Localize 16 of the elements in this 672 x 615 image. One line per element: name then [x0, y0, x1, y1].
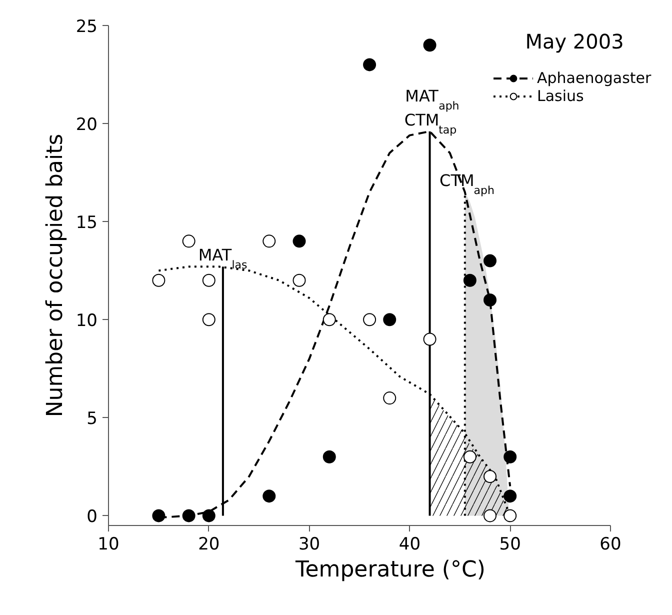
legend-label: Aphaenogaster — [537, 69, 652, 87]
y-tick-label: 15 — [76, 213, 98, 234]
y-axis-title: Number of occupied baits — [42, 134, 68, 418]
y-tick-label: 0 — [86, 507, 98, 528]
chart-title: May 2003 — [525, 30, 624, 54]
y-tick-label: 10 — [76, 311, 98, 332]
legend-label: Lasius — [537, 87, 584, 105]
x-tick-label: 30 — [298, 534, 320, 554]
x-tick-label: 60 — [600, 534, 622, 554]
x-tick-label: 40 — [398, 534, 421, 554]
x-axis-title: Temperature (°C) — [294, 558, 486, 582]
y-tick-label: 25 — [76, 17, 98, 37]
y-tick-label: 5 — [86, 409, 98, 430]
x-tick-label: 50 — [499, 534, 521, 554]
y-tick-label: 20 — [76, 115, 98, 136]
x-tick-label: 20 — [198, 534, 220, 554]
